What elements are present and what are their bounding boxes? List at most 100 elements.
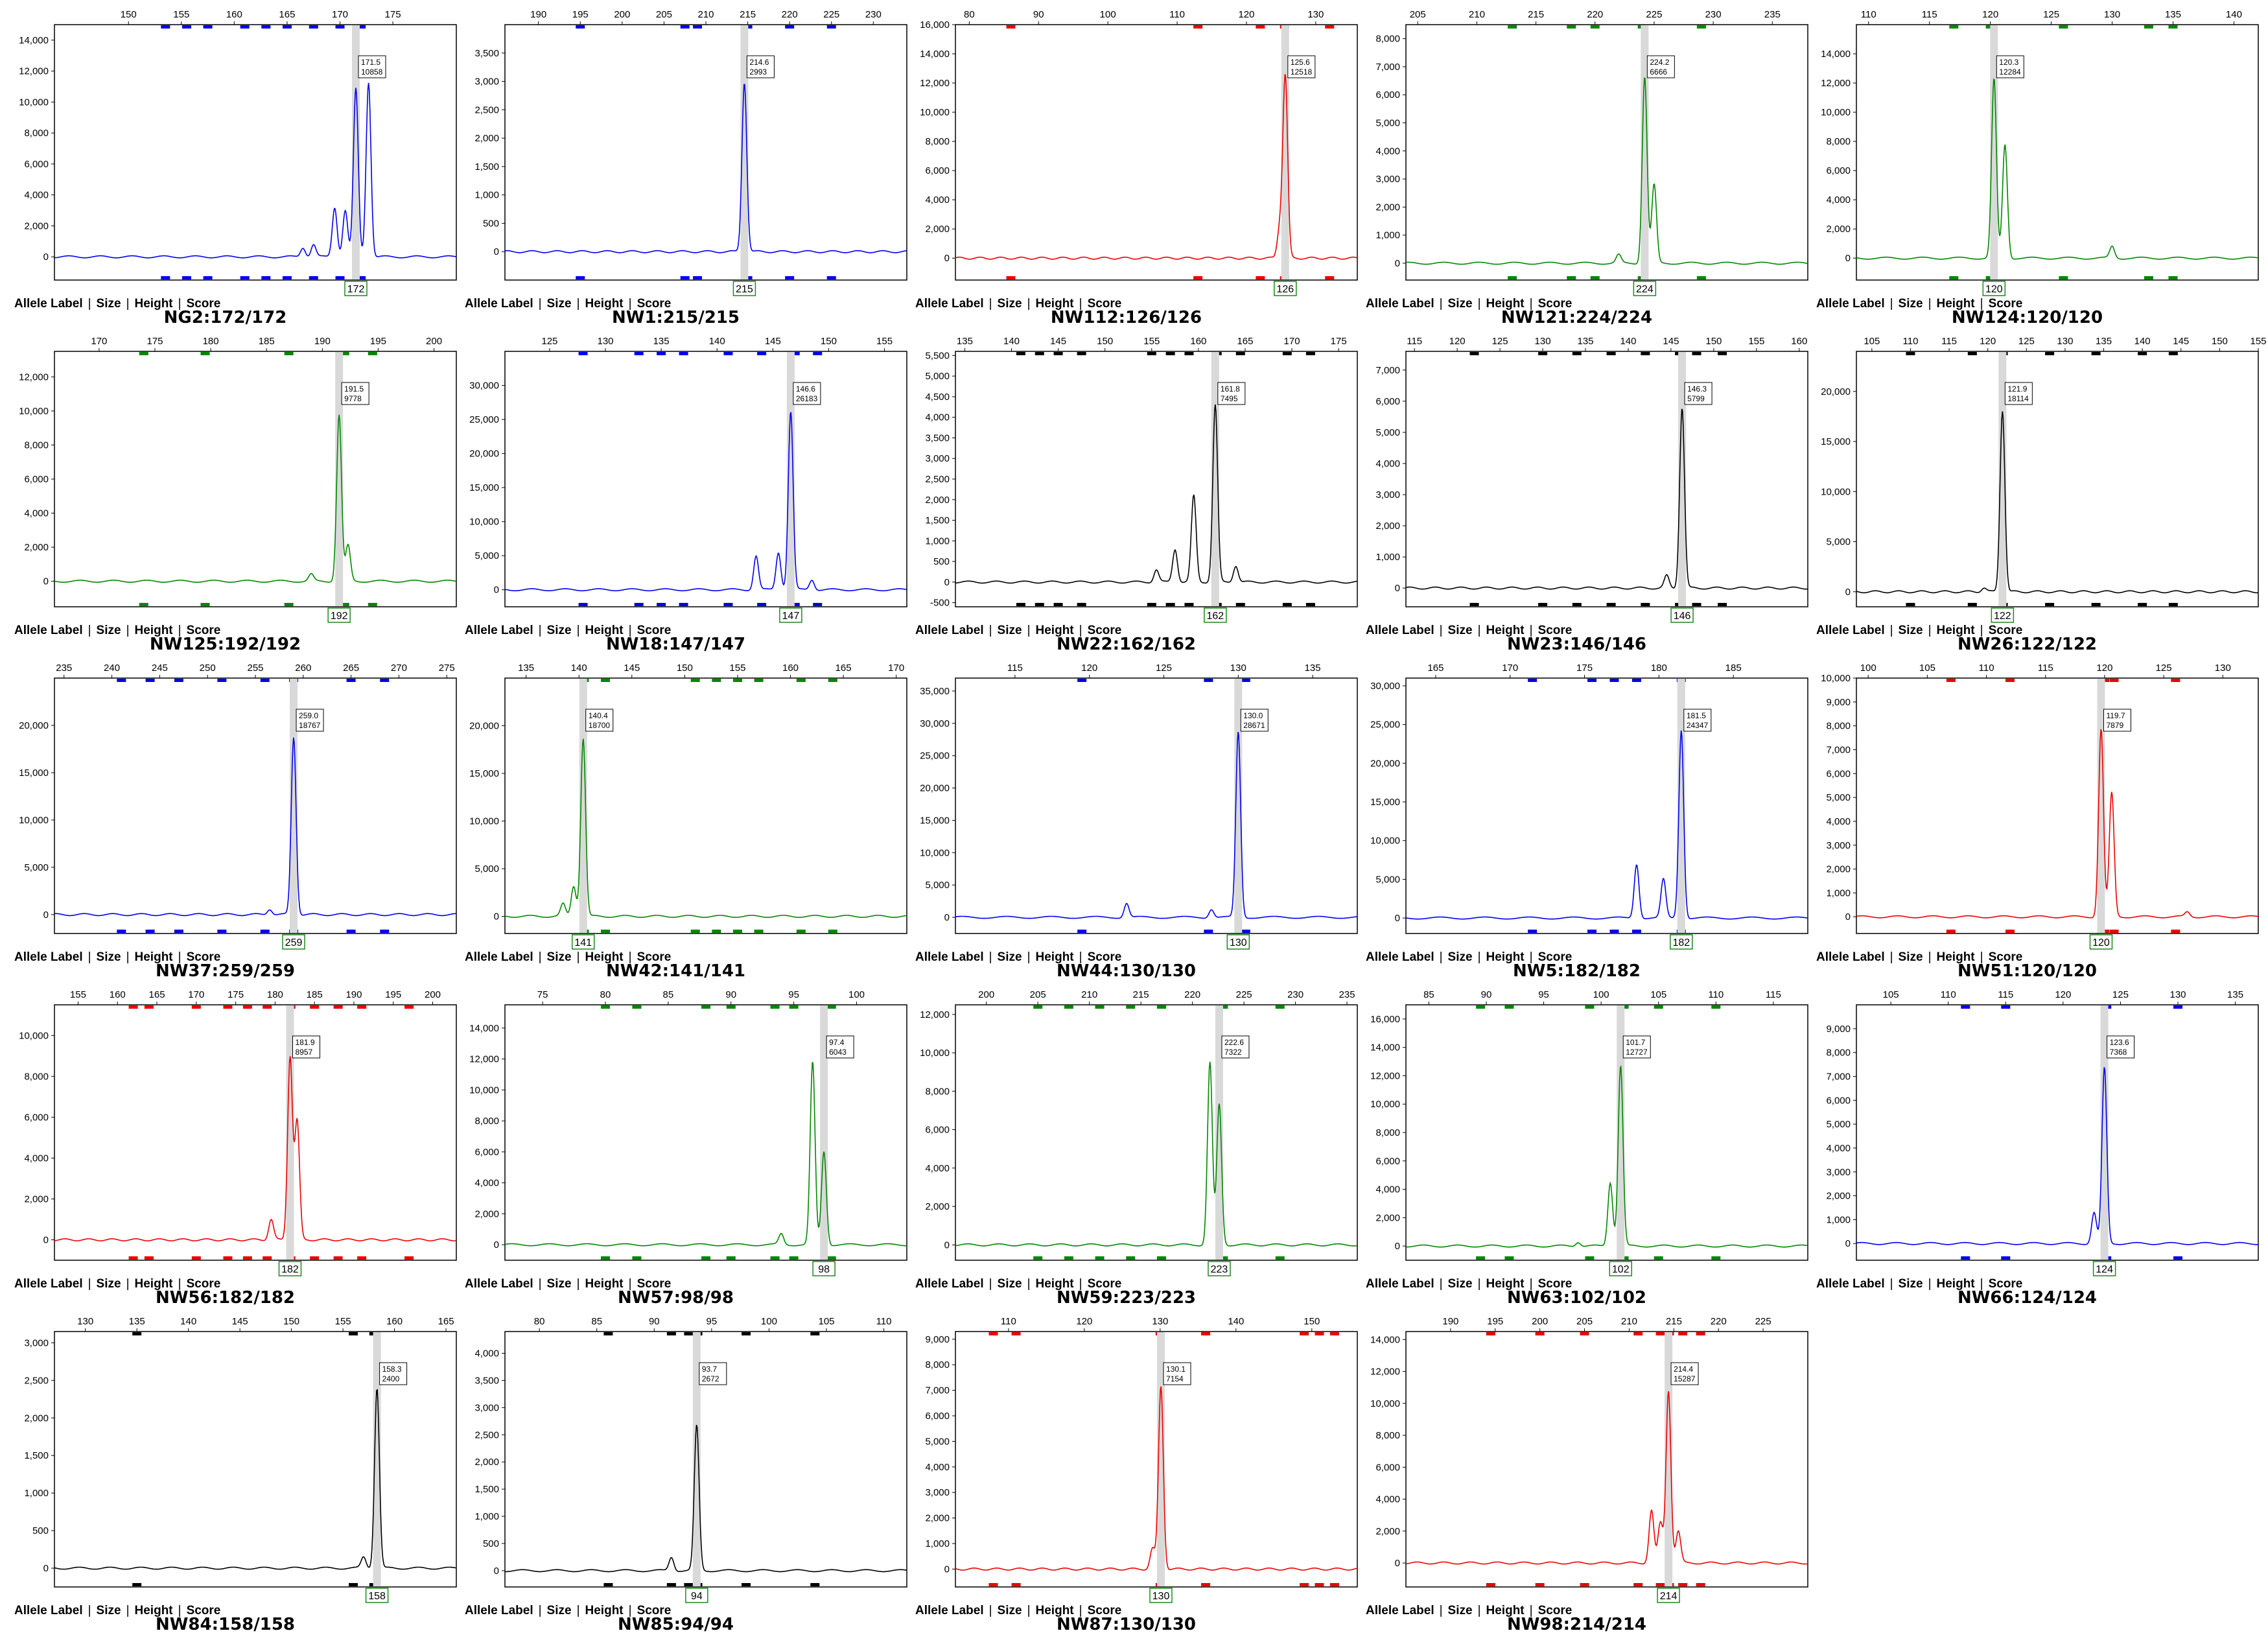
footer-separator: | [628,624,632,637]
bin-marker-bottom [810,1583,820,1586]
y-tick-label: 8,000 [24,1071,49,1082]
x-tick-label: 100 [1860,663,1876,674]
x-tick-label: 120 [2055,989,2071,1000]
bin-marker-top [1325,25,1335,29]
bin-marker-bottom [657,603,666,606]
chart-svg: 170 175 180 185 190 195 200 0 2,000 4,000 6,000 8,0… [19,336,457,623]
footer-height: Height [134,950,173,964]
y-tick-label: 2,000 [925,495,950,506]
bin-marker-top [1585,1005,1595,1009]
bin-marker-bottom [1567,276,1576,279]
footer-separator: | [1027,1277,1031,1291]
bin-marker-bottom [826,1256,836,1260]
footer-separator: | [178,1277,181,1291]
y-tick-label: 8,000 [925,1359,950,1370]
x-tick-label: 130 [77,1316,93,1327]
x-tick-label: 115 [1922,9,1937,20]
y-tick-label: 14,000 [920,49,950,60]
peak-size-label: 171.5 [361,58,380,67]
footer-size: Size [997,1277,1022,1291]
x-tick-label: 85 [663,989,674,1000]
x-tick-label: 125 [1492,336,1508,347]
trace-line [955,1061,1358,1247]
bin-marker-top [181,25,191,29]
footer-allele-label: Allele Label [915,1604,984,1617]
footer-size: Size [1447,297,1473,311]
chart-panel: 205 210 215 220 225 230 235 0 1,000 2,000 3,000 4,0… [1351,0,1808,327]
bin-marker-top [310,1005,320,1009]
bin-marker-top [1692,352,1701,355]
x-tick-label: 130 [1307,9,1324,20]
bin-marker-bottom [1633,1583,1643,1586]
y-tick-label: 16,000 [920,19,950,30]
bin-marker-top [1235,352,1245,355]
bin-marker-top [309,25,318,29]
allele-bin-highlight [740,25,749,279]
chart-title: NW112:126/126 [1050,308,1202,327]
allele-bin-highlight [1234,679,1243,933]
bin-marker-top [1077,352,1086,355]
y-tick-label: 8,000 [925,136,950,147]
x-tick-label: 140 [1620,336,1636,347]
peak-size-label: 125.6 [1291,58,1310,67]
chart-title: NW87:130/130 [1056,1615,1197,1634]
chart-title: NW26:122/122 [1957,635,2098,654]
y-tick-label: 2,500 [24,1375,49,1386]
footer-separator: | [178,1604,181,1617]
bin-marker-bottom [242,1256,252,1260]
y-tick-label: 5,000 [1375,427,1400,438]
bin-marker-bottom [346,930,356,933]
x-tick-label: 160 [782,663,799,674]
footer-height: Height [585,1277,624,1291]
y-tick-label: 4,000 [1826,816,1851,827]
x-tick-label: 210 [1081,989,1097,1000]
y-tick-label: 6,000 [1826,768,1851,779]
bin-marker-bottom [240,276,250,279]
bin-marker-top [726,1005,736,1009]
allele-call-label: 215 [736,284,753,295]
y-tick-label: 2,000 [24,542,49,553]
y-tick-label: 1,500 [474,161,499,172]
x-tick-label: 170 [332,9,348,20]
bin-marker-bottom [1961,1256,1970,1260]
bin-marker-top [1641,352,1650,355]
chart-svg: 85 90 95 100 105 110 115 0 2,000 4,000 6,000 8,000 1… [1370,989,1808,1276]
bin-marker-top [712,679,721,682]
y-tick-label: 3,000 [24,1337,49,1348]
bin-marker-top [826,1005,836,1009]
chart-svg: 115 120 125 130 135 0 5,000 10,000 15,000 20,000 2… [920,663,1358,950]
chart-svg: 80 90 100 110 120 130 0 2,000 4,000 6,000 8,000 10,… [920,9,1358,296]
bin-marker-top [174,679,183,682]
peak-size-label: 224.2 [1650,58,1669,67]
y-tick-label: 20,000 [19,720,49,731]
bin-marker-top [240,25,250,29]
bin-marker-top [2168,352,2178,355]
bin-marker-bottom [223,1256,233,1260]
chart-title: NW23:146/146 [1506,635,1647,654]
y-tick-label: 5,000 [474,863,499,875]
allele-call-label: 141 [574,937,592,948]
chart-panel: 105 110 115 120 125 130 135 0 1,000 2,000 3,000 4,0… [1802,980,2259,1308]
y-tick-label: 6,000 [1375,396,1400,407]
y-tick-label: 3,500 [474,48,499,59]
bin-marker-bottom [1053,603,1063,606]
peak-size-label: 214.6 [749,58,769,67]
footer-separator: | [988,297,992,311]
x-tick-label: 170 [1502,663,1518,674]
bin-marker-top [601,1005,610,1009]
y-tick-label: 1,500 [24,1450,49,1461]
bin-marker-bottom [2091,603,2101,606]
bin-marker-top [1654,1005,1663,1009]
bin-marker-bottom [1035,603,1044,606]
x-tick-label: 215 [1666,1316,1682,1327]
x-tick-label: 150 [1304,1316,1320,1327]
footer-separator: | [1477,297,1481,311]
x-tick-label: 225 [823,9,839,20]
x-tick-label: 135 [2096,336,2112,347]
x-tick-label: 120 [1081,663,1097,674]
chart-title: NW22:162/162 [1056,635,1197,654]
footer-columns: Allele Label | Size | Height | Score [465,950,671,965]
chart-panel: 135 140 145 150 155 160 165 170 0 5,000 10,000 15,0… [450,653,907,981]
footer-score: Score [186,624,221,637]
footer-separator: | [1529,1604,1533,1617]
